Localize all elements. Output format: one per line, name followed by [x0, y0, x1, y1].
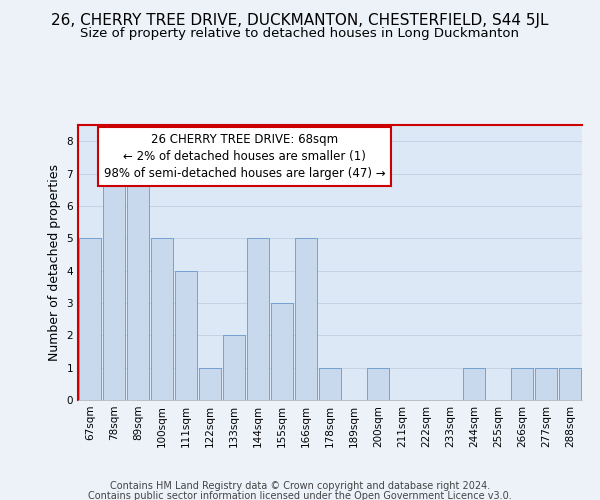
Bar: [271, 303, 293, 400]
Text: Contains public sector information licensed under the Open Government Licence v3: Contains public sector information licen…: [88, 491, 512, 500]
Bar: [79, 238, 101, 400]
Bar: [295, 238, 317, 400]
Bar: [175, 270, 197, 400]
Text: Contains HM Land Registry data © Crown copyright and database right 2024.: Contains HM Land Registry data © Crown c…: [110, 481, 490, 491]
Bar: [103, 174, 125, 400]
Bar: [463, 368, 485, 400]
Bar: [127, 174, 149, 400]
Bar: [559, 368, 581, 400]
Bar: [247, 238, 269, 400]
Bar: [367, 368, 389, 400]
Text: 26 CHERRY TREE DRIVE: 68sqm
← 2% of detached houses are smaller (1)
98% of semi-: 26 CHERRY TREE DRIVE: 68sqm ← 2% of deta…: [104, 133, 385, 180]
Text: 26, CHERRY TREE DRIVE, DUCKMANTON, CHESTERFIELD, S44 5JL: 26, CHERRY TREE DRIVE, DUCKMANTON, CHEST…: [51, 12, 549, 28]
Bar: [511, 368, 533, 400]
Text: Size of property relative to detached houses in Long Duckmanton: Size of property relative to detached ho…: [80, 28, 520, 40]
Bar: [223, 336, 245, 400]
Bar: [319, 368, 341, 400]
Bar: [199, 368, 221, 400]
Bar: [151, 238, 173, 400]
Bar: [535, 368, 557, 400]
Y-axis label: Number of detached properties: Number of detached properties: [48, 164, 61, 361]
